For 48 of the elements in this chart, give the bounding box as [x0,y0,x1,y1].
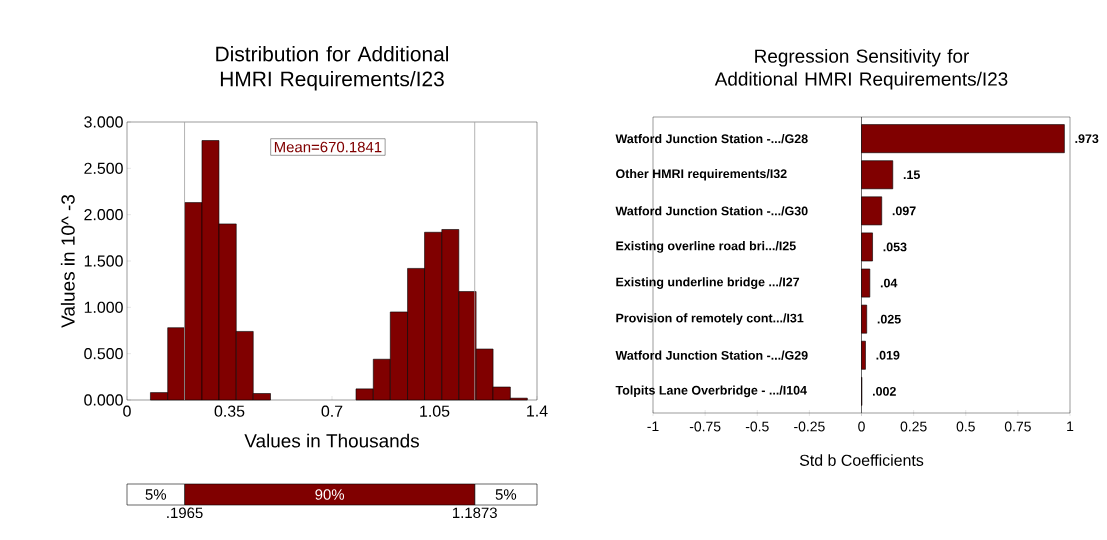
y-tick-label: Existing overline road bri.../I25 [616,241,796,253]
y-tick-label: 0.000 [84,394,123,406]
x-tick-label: 0 [123,405,131,417]
y-tick-label: 1.500 [84,255,123,267]
y-tick-label: 0.500 [84,348,123,360]
y-tick-label: Watford Junction Station -.../G30 [615,206,808,216]
x-tick-label: 1.4 [527,405,548,417]
x-tick-label: 0.25 [900,421,927,432]
x-tick-label: 0.35 [214,405,245,417]
y-tick-label: 2.500 [84,162,123,174]
x-tick-label: -0.25 [794,421,825,432]
chart-title: Regression Sensitivity for Additional HMRI Requirements/I23 [714,48,1008,90]
chart-title: Distribution for Additional HMRI Requirements/I23 [216,46,448,91]
data-label: .973 [1075,134,1099,144]
y-tick-label: Provision of remotely cont.../I31 [616,313,804,325]
y-tick-label: 1.000 [84,301,123,313]
x-tick-label: -0.5 [745,421,769,432]
data-label: .053 [883,242,907,252]
annotation: 5% [145,489,167,500]
x-tick-label: -0.75 [689,421,721,432]
data-label: .15 [903,170,920,180]
x-axis-title: Values in Thousands [244,433,419,448]
y-tick-label: Watford Junction Station -.../G28 [615,134,808,144]
y-tick-label: Other HMRI requirements/I32 [616,168,787,181]
y-tick-label: Watford Junction Station -.../G29 [615,350,808,360]
y-tick-label: 3.000 [84,116,123,128]
annotation: Mean=670.1841 [274,141,382,153]
x-axis-title: Std b Coefficients [799,454,924,466]
data-label: .002 [872,386,896,396]
y-axis-title: Values in 10^ -3 [60,195,75,328]
data-label: .097 [892,206,916,216]
x-tick-label: .1965 [167,507,203,519]
x-tick-label: 0.75 [1004,421,1031,432]
x-tick-label: -1 [647,421,659,432]
x-tick-label: 0.5 [956,421,975,432]
data-label: .04 [880,278,898,288]
x-tick-label: 1.05 [420,405,450,417]
x-tick-label: 0 [858,421,865,432]
data-label: .025 [877,314,901,324]
annotation: 90% [315,489,345,500]
x-tick-label: 1.1873 [453,507,497,519]
y-tick-label: 2.000 [84,209,123,221]
y-tick-label: Tolpits Lane Overbridge - .../I104 [615,385,807,398]
x-tick-label: 0.7 [321,405,343,417]
y-tick-label: Existing underline bridge .../I27 [616,277,800,289]
annotation: 5% [495,489,517,500]
x-tick-label: 1 [1067,421,1074,432]
data-label: .019 [876,350,900,360]
